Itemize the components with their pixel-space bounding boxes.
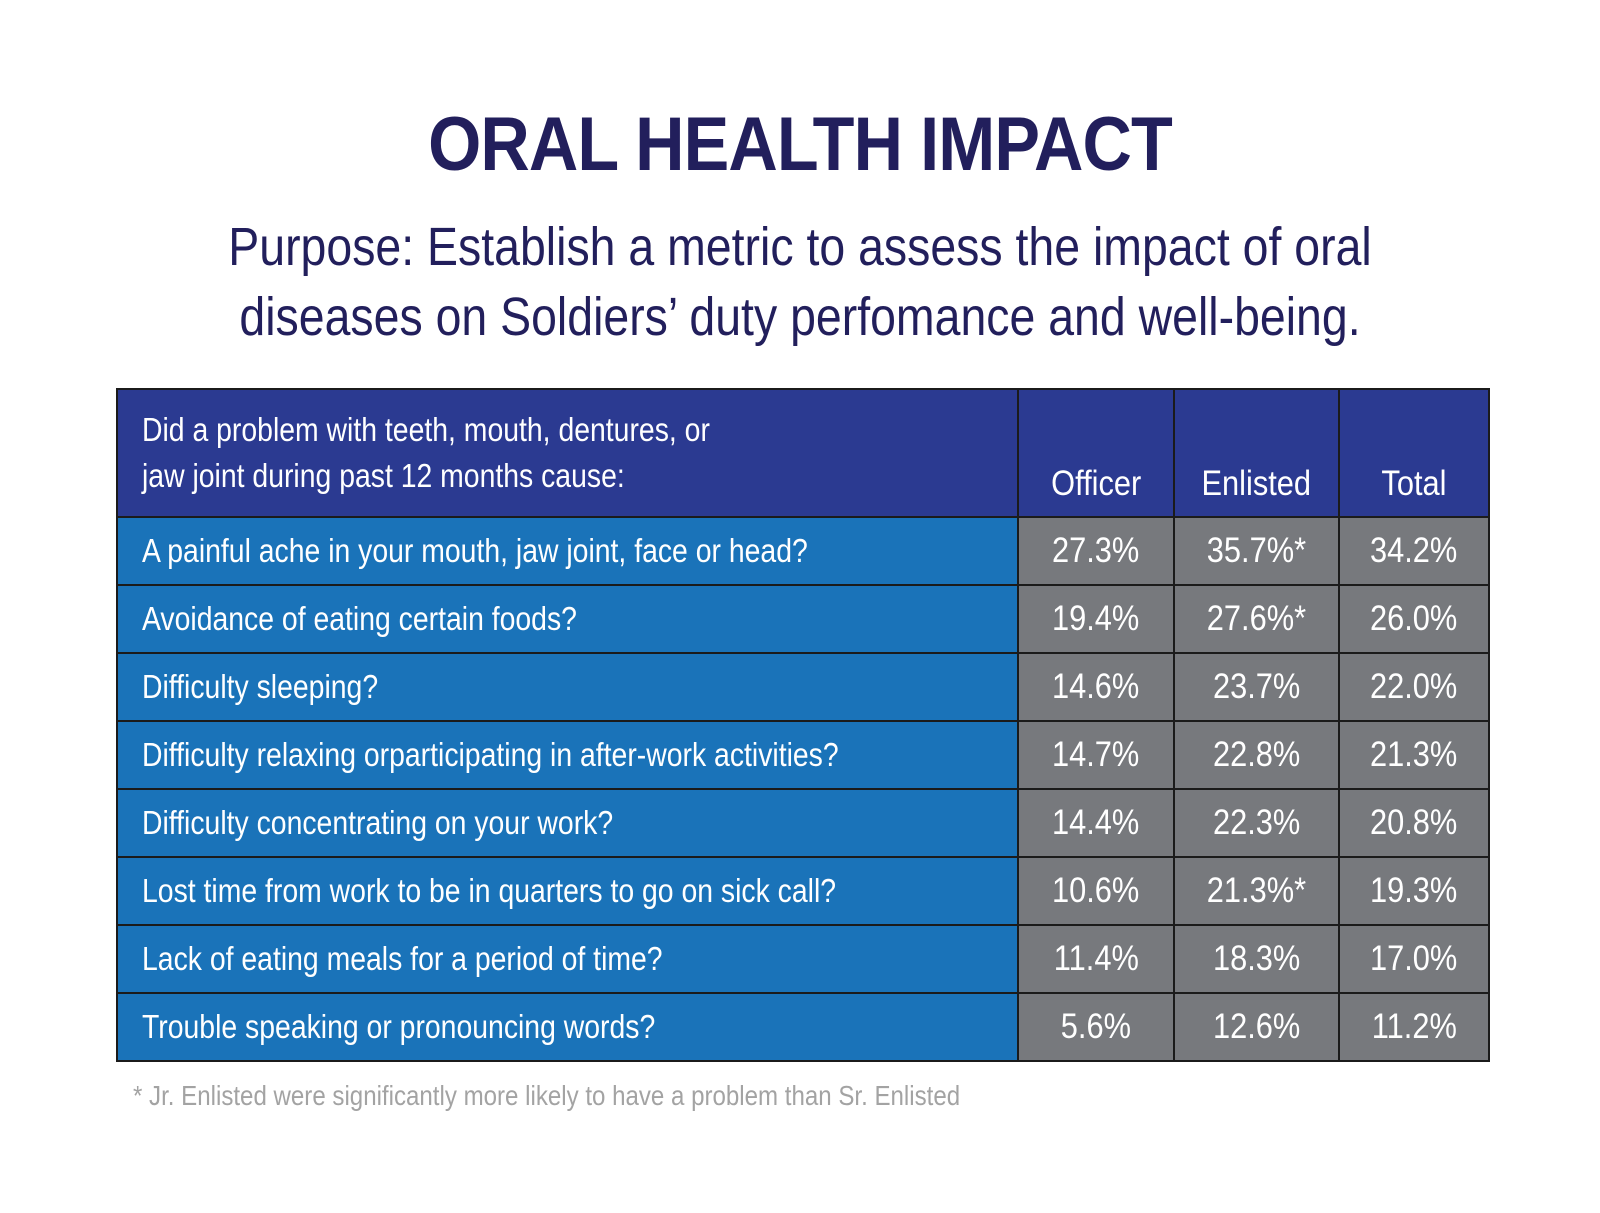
officer-cell: 14.4% [1017, 790, 1173, 856]
question-cell: Avoidance of eating certain foods? [118, 586, 1017, 652]
table-row: Difficulty relaxing orparticipating in a… [118, 720, 1488, 788]
total-cell: 11.2% [1338, 994, 1488, 1060]
table-row: Difficulty concentrating on your work? 1… [118, 788, 1488, 856]
table-row: Avoidance of eating certain foods? 19.4%… [118, 584, 1488, 652]
officer-cell: 14.7% [1017, 722, 1173, 788]
officer-cell: 5.6% [1017, 994, 1173, 1060]
total-cell: 21.3% [1338, 722, 1488, 788]
officer-cell: 11.4% [1017, 926, 1173, 992]
table-row: A painful ache in your mouth, jaw joint,… [118, 516, 1488, 584]
table-row: Lost time from work to be in quarters to… [118, 856, 1488, 924]
question-header-line-2: jaw joint during past 12 months cause: [142, 457, 625, 494]
total-cell: 20.8% [1338, 790, 1488, 856]
table-row: Lack of eating meals for a period of tim… [118, 924, 1488, 992]
question-header-line-1: Did a problem with teeth, mouth, denture… [142, 411, 710, 448]
table-row: Trouble speaking or pronouncing words? 5… [118, 992, 1488, 1060]
total-cell: 22.0% [1338, 654, 1488, 720]
officer-cell: 10.6% [1017, 858, 1173, 924]
officer-cell: 27.3% [1017, 518, 1173, 584]
question-cell: Difficulty relaxing orparticipating in a… [118, 722, 1017, 788]
officer-cell: 14.6% [1017, 654, 1173, 720]
purpose-line-2: diseases on Soldiers’ duty perfomance an… [239, 287, 1361, 347]
table-header-row: Did a problem with teeth, mouth, denture… [118, 390, 1488, 516]
question-cell: Trouble speaking or pronouncing words? [118, 994, 1017, 1060]
total-cell: 19.3% [1338, 858, 1488, 924]
page-title: ORAL HEALTH IMPACT [428, 102, 1173, 187]
column-header-total: Total [1338, 390, 1488, 516]
question-cell: Difficulty sleeping? [118, 654, 1017, 720]
purpose-line-1: Purpose: Establish a metric to assess th… [228, 217, 1372, 277]
question-cell: Lack of eating meals for a period of tim… [118, 926, 1017, 992]
purpose-statement: Purpose: Establish a metric to assess th… [112, 212, 1488, 352]
question-cell: Difficulty concentrating on your work? [118, 790, 1017, 856]
enlisted-cell: 18.3% [1173, 926, 1338, 992]
officer-cell: 19.4% [1017, 586, 1173, 652]
enlisted-cell: 27.6%* [1173, 586, 1338, 652]
total-cell: 34.2% [1338, 518, 1488, 584]
total-cell: 26.0% [1338, 586, 1488, 652]
column-header-officer: Officer [1017, 390, 1173, 516]
enlisted-cell: 12.6% [1173, 994, 1338, 1060]
question-cell: A painful ache in your mouth, jaw joint,… [118, 518, 1017, 584]
table-row: Difficulty sleeping? 14.6% 23.7% 22.0% [118, 652, 1488, 720]
footnote: * Jr. Enlisted were significantly more l… [133, 1080, 961, 1111]
enlisted-cell: 22.3% [1173, 790, 1338, 856]
question-header: Did a problem with teeth, mouth, denture… [118, 390, 1017, 516]
enlisted-cell: 22.8% [1173, 722, 1338, 788]
total-cell: 17.0% [1338, 926, 1488, 992]
enlisted-cell: 23.7% [1173, 654, 1338, 720]
enlisted-cell: 35.7%* [1173, 518, 1338, 584]
enlisted-cell: 21.3%* [1173, 858, 1338, 924]
question-cell: Lost time from work to be in quarters to… [118, 858, 1017, 924]
column-header-enlisted: Enlisted [1173, 390, 1338, 516]
results-table: Did a problem with teeth, mouth, denture… [116, 388, 1490, 1062]
